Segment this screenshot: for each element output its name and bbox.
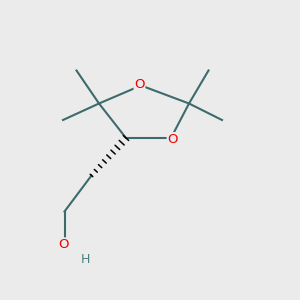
Text: O: O xyxy=(167,133,178,146)
Text: O: O xyxy=(134,78,145,91)
Text: H: H xyxy=(81,253,90,266)
Text: O: O xyxy=(58,238,69,251)
